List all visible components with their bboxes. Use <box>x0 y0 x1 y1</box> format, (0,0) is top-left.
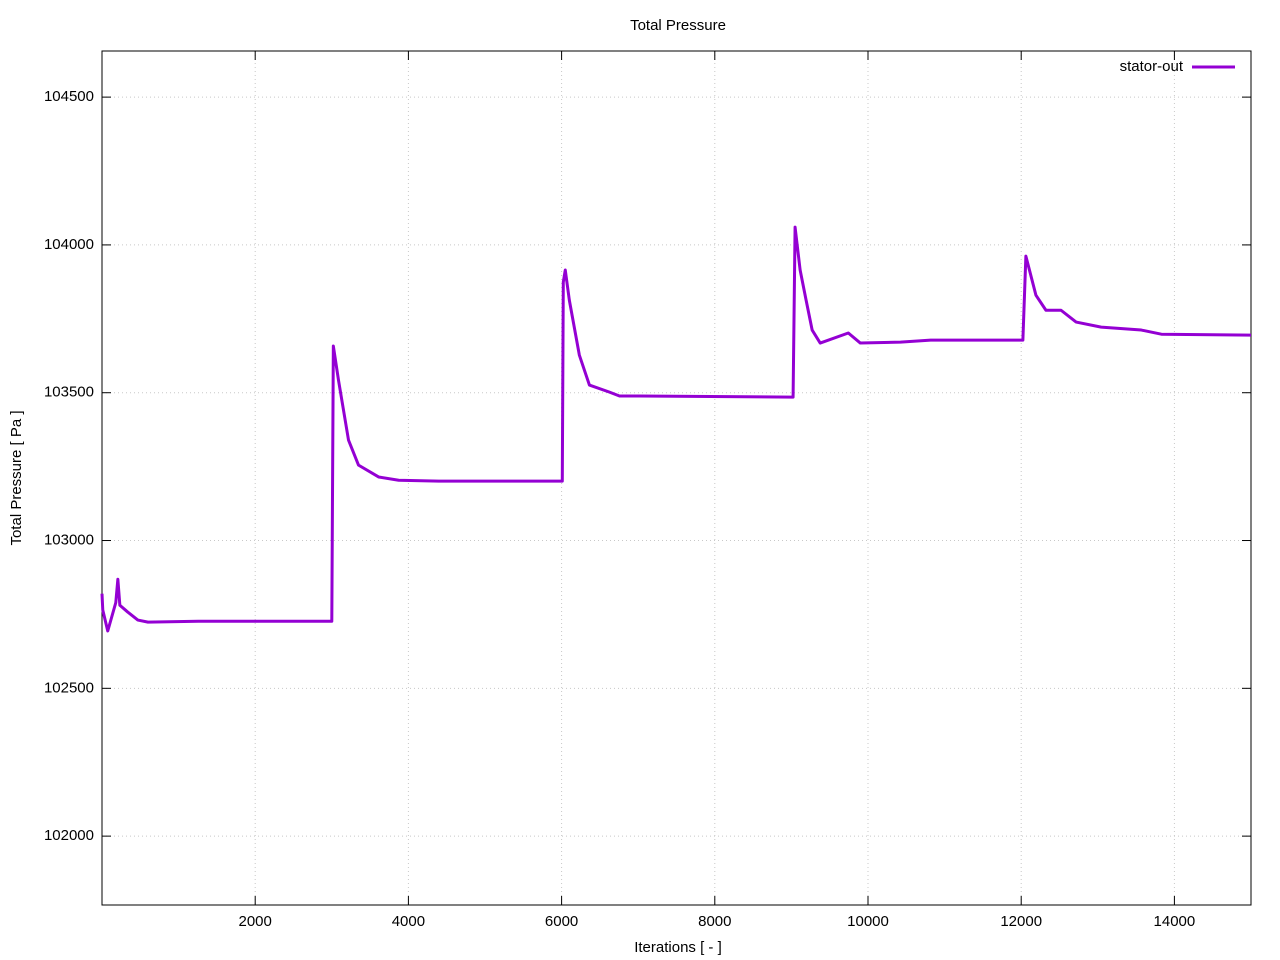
x-tick-label: 10000 <box>847 913 889 930</box>
x-tick-label: 2000 <box>239 913 272 930</box>
data-line <box>100 225 1252 633</box>
x-tick-label: 8000 <box>698 913 731 930</box>
x-axis-label: Iterations [ - ] <box>634 939 722 956</box>
x-tick-label: 12000 <box>1000 913 1042 930</box>
y-tick-label: 103500 <box>44 384 94 401</box>
chart-title: Total Pressure <box>630 17 726 34</box>
y-axis-label: Total Pressure [ Pa ] <box>8 410 25 545</box>
x-tick-label: 14000 <box>1154 913 1196 930</box>
x-tick-label: 4000 <box>392 913 425 930</box>
y-tick-label: 104500 <box>44 88 94 105</box>
y-tick-label: 102500 <box>44 679 94 696</box>
x-tick-label: 6000 <box>545 913 578 930</box>
y-tick-label: 102000 <box>44 827 94 844</box>
y-tick-label: 103000 <box>44 531 94 548</box>
plot-frame <box>101 50 1252 906</box>
y-tick-label: 104000 <box>44 236 94 253</box>
legend-label: stator-out <box>1120 58 1184 75</box>
